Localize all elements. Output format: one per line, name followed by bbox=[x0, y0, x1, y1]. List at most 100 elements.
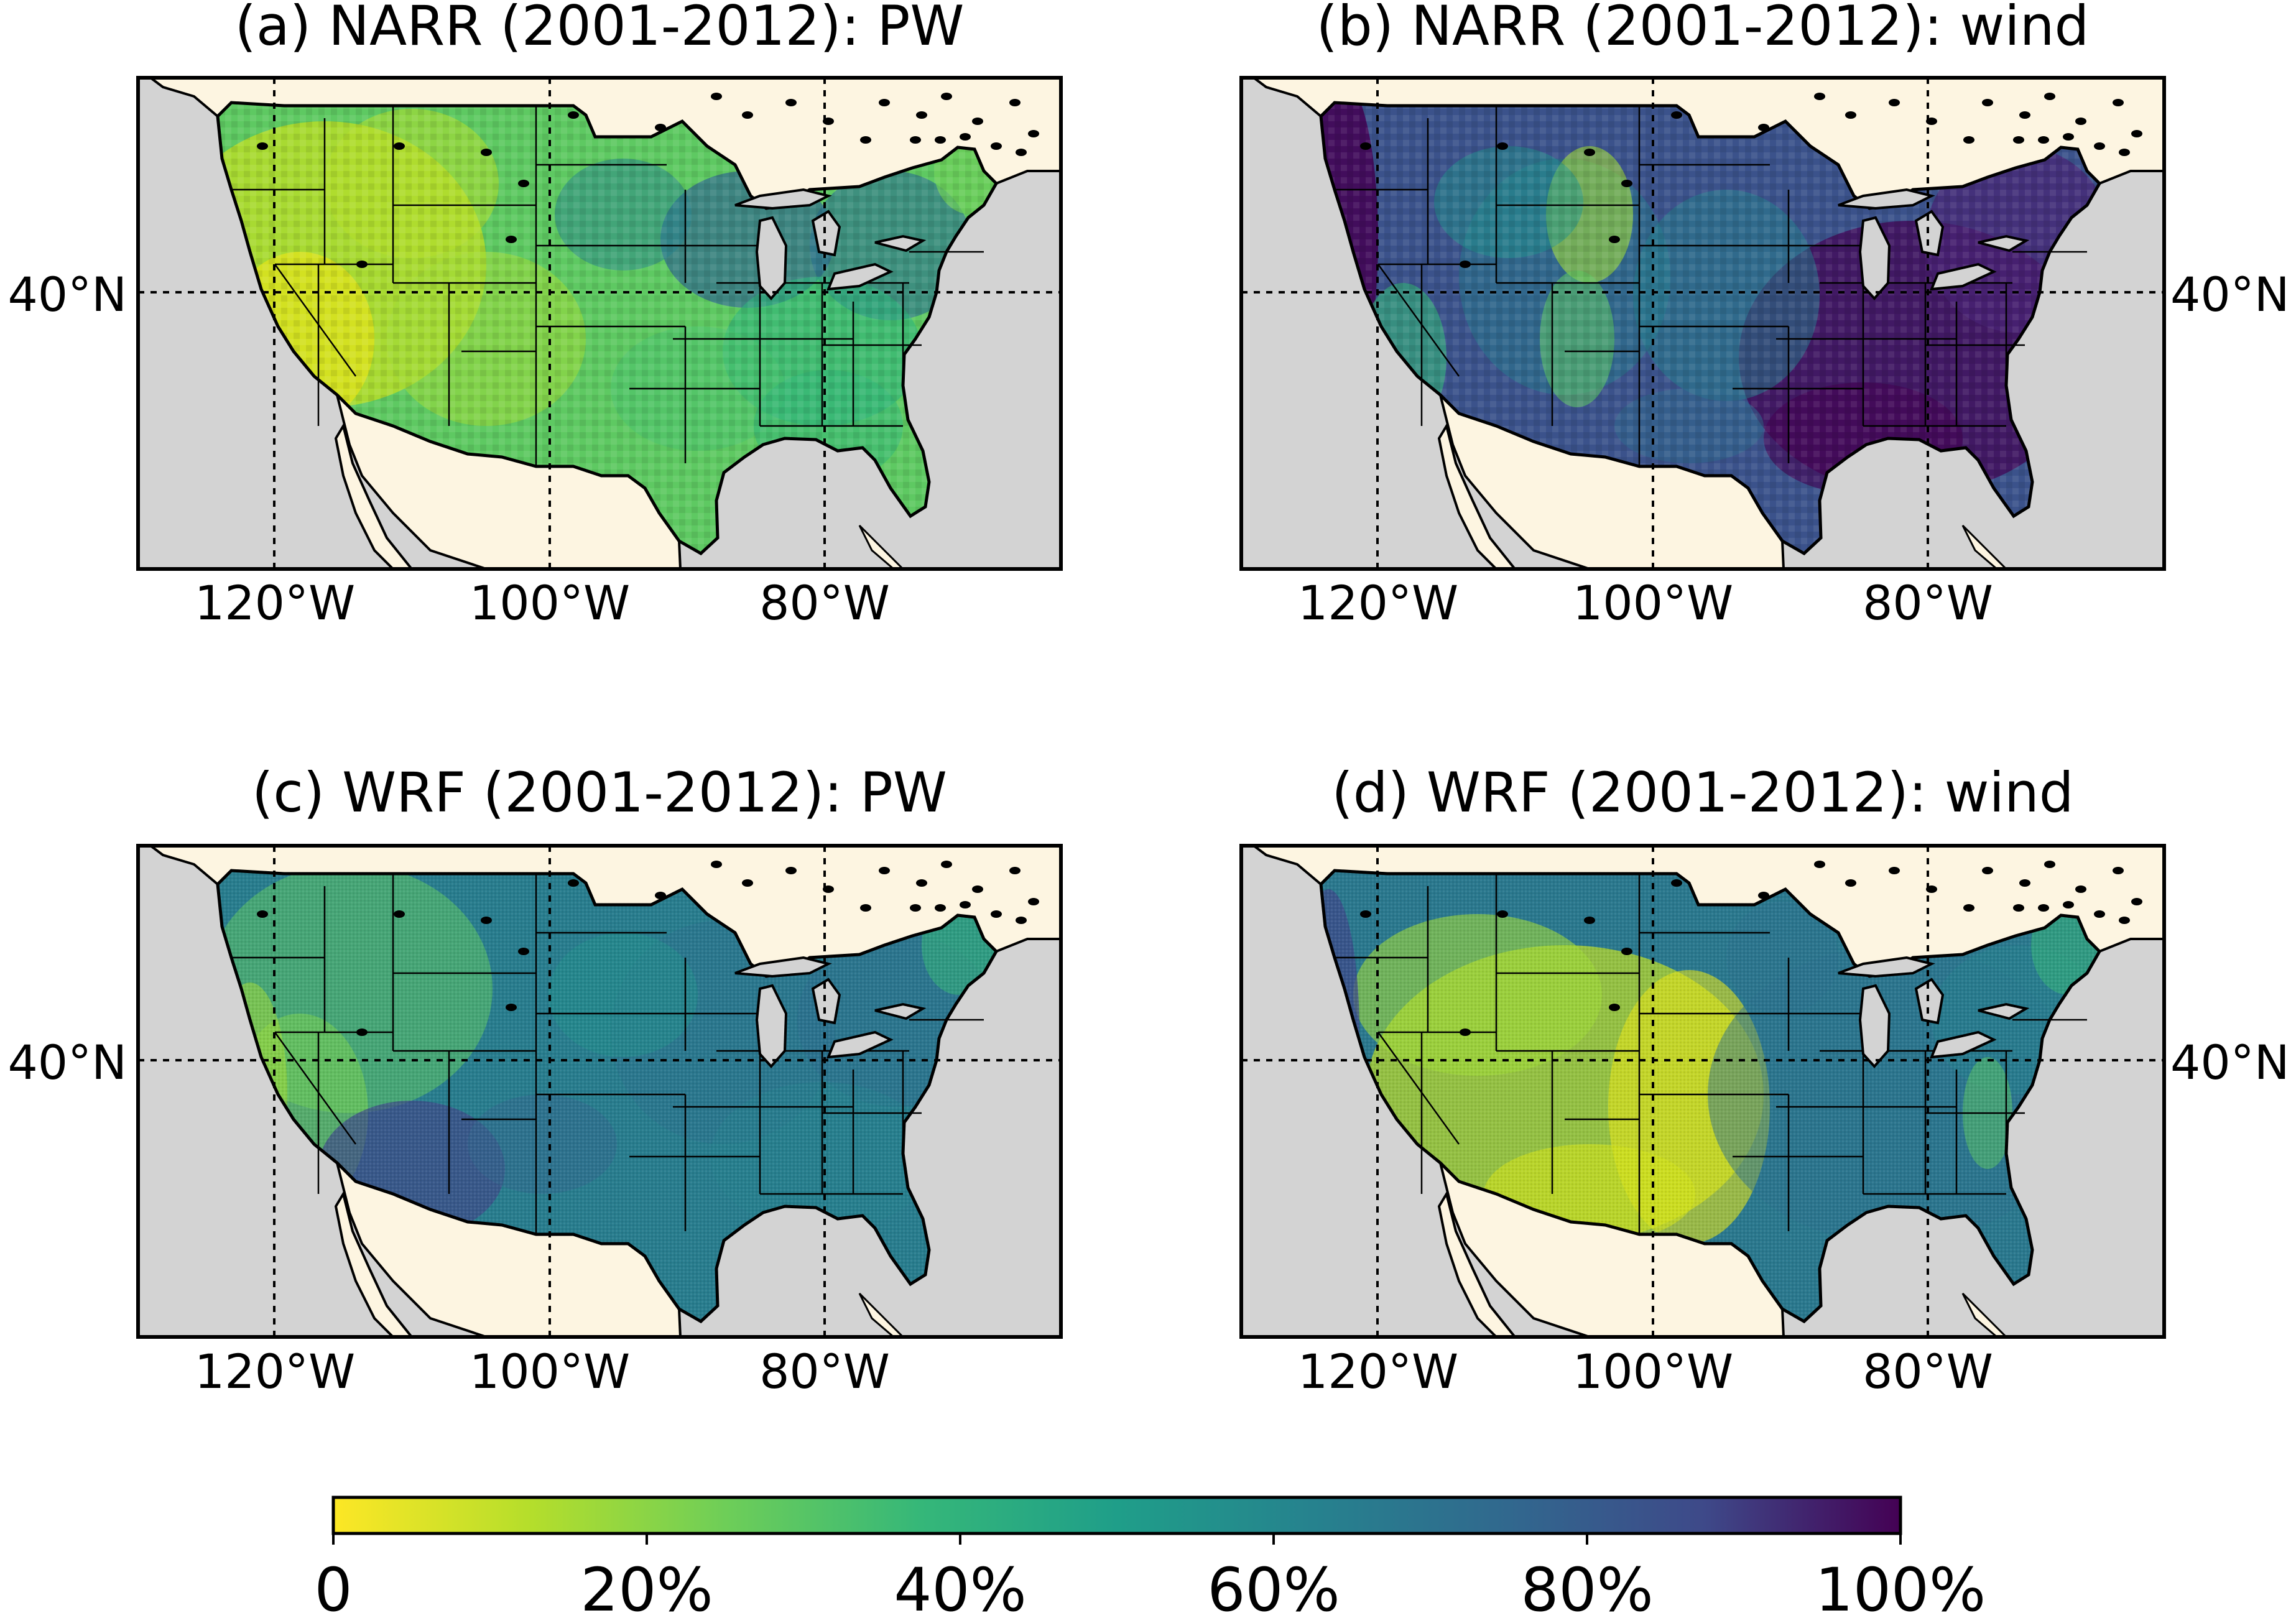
lake-dot bbox=[785, 99, 797, 106]
panel-d bbox=[1239, 844, 2166, 1339]
island bbox=[858, 524, 905, 569]
lake-dot bbox=[1671, 879, 1682, 887]
lake-dot bbox=[1460, 1029, 1471, 1036]
lake-dot bbox=[2019, 879, 2030, 887]
lake-dot bbox=[394, 910, 405, 918]
colorbar bbox=[331, 1495, 1902, 1535]
lake-dot bbox=[1814, 861, 1825, 868]
lake-dot bbox=[481, 149, 492, 156]
lat-label-d: 40°N bbox=[2170, 1035, 2290, 1090]
lon-label-a-120: 120°W bbox=[195, 575, 355, 631]
lake-dot bbox=[1016, 149, 1027, 156]
panel-title-c: (c) WRF (2001-2012): PW bbox=[252, 760, 947, 825]
lake-dot bbox=[2075, 885, 2086, 893]
lake-dot bbox=[860, 136, 871, 144]
panel-a bbox=[136, 76, 1063, 571]
lake-dot bbox=[481, 917, 492, 924]
lake-dot bbox=[991, 142, 1002, 150]
great-lake bbox=[811, 210, 841, 257]
lake-dot bbox=[1621, 180, 1632, 187]
great-lake bbox=[755, 216, 788, 301]
great-lake bbox=[734, 956, 832, 978]
lake-dot bbox=[1671, 111, 1682, 119]
great-lake bbox=[734, 188, 832, 210]
lon-label-d-120: 120°W bbox=[1298, 1344, 1458, 1399]
lake-dot bbox=[941, 93, 952, 100]
lake-dot bbox=[1028, 898, 1039, 905]
lake-dot bbox=[972, 118, 983, 125]
map-frame bbox=[1239, 844, 2166, 1339]
lake-dot bbox=[1758, 124, 1769, 131]
map-frame bbox=[136, 76, 1063, 571]
lake-dot bbox=[1758, 892, 1769, 899]
land-baja bbox=[334, 1190, 414, 1337]
great-lake bbox=[811, 978, 841, 1025]
lake-dot bbox=[910, 136, 921, 144]
great-lake bbox=[1978, 234, 2030, 252]
lake-dot bbox=[1621, 948, 1632, 955]
lat-label-c: 40°N bbox=[7, 1035, 127, 1090]
lake-dot bbox=[1497, 910, 1508, 918]
map-frame bbox=[136, 844, 1063, 1339]
great-lake bbox=[1838, 188, 1935, 210]
lake-dot bbox=[935, 904, 946, 912]
lon-label-b-120: 120°W bbox=[1298, 575, 1458, 631]
lake-dot bbox=[2113, 867, 2124, 874]
lake-dot bbox=[711, 861, 722, 868]
colorbar-label-80: 80% bbox=[1521, 1555, 1653, 1618]
lake-dot bbox=[916, 111, 927, 119]
lake-dot bbox=[960, 901, 971, 908]
lake-dot bbox=[2131, 130, 2142, 137]
lake-dot bbox=[1963, 136, 1974, 144]
great-lake bbox=[1838, 956, 1935, 978]
lake-dot bbox=[655, 124, 666, 131]
lake-dot bbox=[2044, 861, 2055, 868]
colorbar-label-40: 40% bbox=[894, 1555, 1026, 1618]
lake-dot bbox=[1889, 867, 1900, 874]
state-boundary bbox=[274, 1032, 357, 1145]
lake-dot bbox=[2063, 901, 2074, 908]
map-a bbox=[138, 78, 1061, 569]
map-frame bbox=[1239, 76, 2166, 571]
lake-dot bbox=[1028, 130, 1039, 137]
lake-dot bbox=[1497, 142, 1508, 150]
lake-dot bbox=[972, 885, 983, 893]
panel-c bbox=[136, 844, 1063, 1339]
lake-dot bbox=[2013, 136, 2024, 144]
lake-dot bbox=[742, 111, 753, 119]
lake-dot bbox=[916, 879, 927, 887]
lake-dot bbox=[1460, 261, 1471, 268]
great-lake bbox=[1914, 210, 1945, 257]
lake-dot bbox=[935, 136, 946, 144]
colorbar-label-20: 20% bbox=[580, 1555, 713, 1618]
island bbox=[1961, 524, 2008, 569]
lon-label-d-80: 80°W bbox=[1863, 1344, 1993, 1399]
lat-label-b: 40°N bbox=[2170, 267, 2290, 322]
lake-dot bbox=[1963, 904, 1974, 912]
lake-dot bbox=[356, 1029, 368, 1036]
lake-dot bbox=[568, 879, 579, 887]
land-baja bbox=[334, 422, 414, 569]
lake-dot bbox=[1845, 111, 1856, 119]
lake-dot bbox=[506, 236, 517, 243]
lake-dot bbox=[655, 892, 666, 899]
panel-b bbox=[1239, 76, 2166, 571]
great-lake bbox=[1929, 1030, 1997, 1059]
land-baja bbox=[1437, 422, 1517, 569]
lake-dot bbox=[1009, 867, 1021, 874]
lake-dot bbox=[2075, 118, 2086, 125]
lake-dot bbox=[941, 861, 952, 868]
lake-dot bbox=[2113, 99, 2124, 106]
lake-dot bbox=[518, 948, 529, 955]
lake-dot bbox=[1584, 149, 1595, 156]
great-lake bbox=[1858, 984, 1891, 1069]
lake-dot bbox=[879, 867, 890, 874]
lake-dot bbox=[2038, 136, 2049, 144]
map-c bbox=[138, 846, 1061, 1337]
land-baja bbox=[1437, 1190, 1517, 1337]
lake-dot bbox=[2131, 898, 2142, 905]
lake-dot bbox=[506, 1004, 517, 1011]
colorbar-label-100: 100% bbox=[1815, 1555, 1986, 1618]
lon-label-c-100: 100°W bbox=[470, 1344, 630, 1399]
lon-label-d-100: 100°W bbox=[1573, 1344, 1733, 1399]
